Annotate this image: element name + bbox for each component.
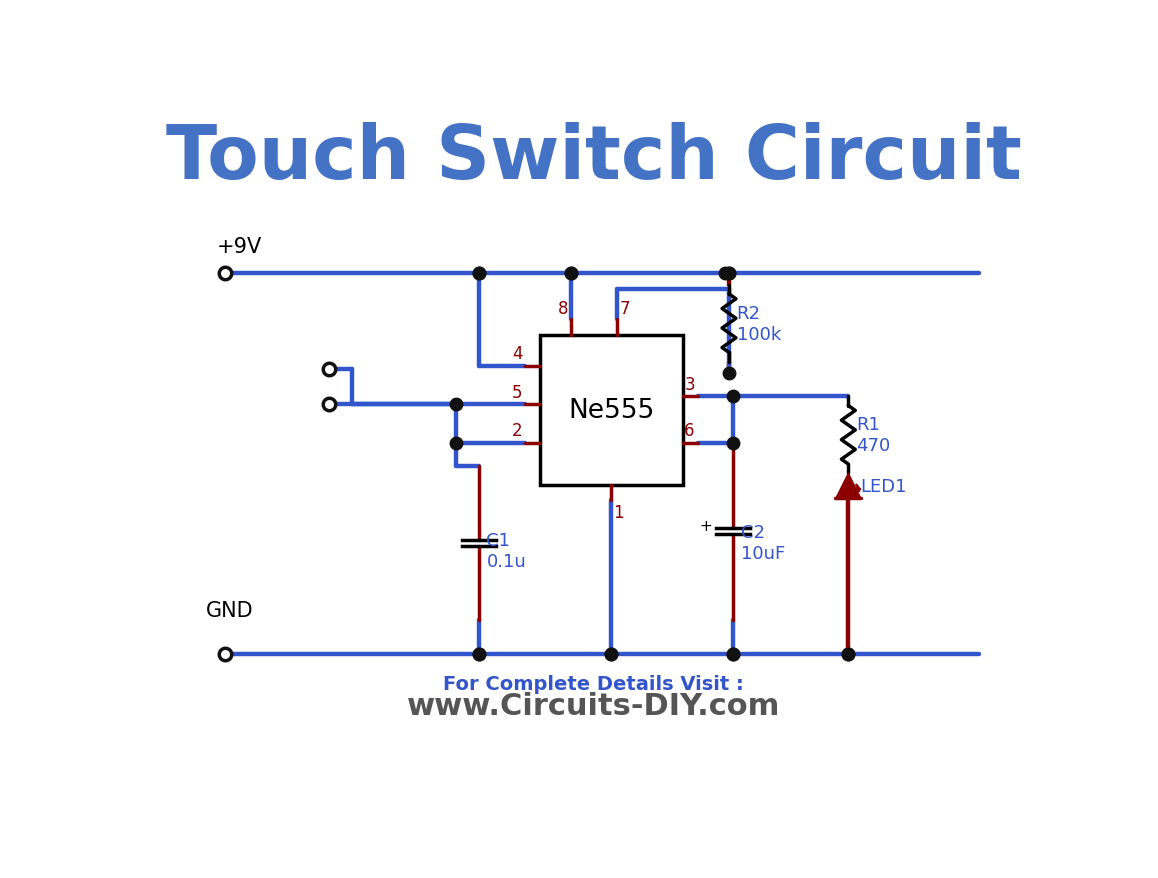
Text: 2: 2 (512, 422, 522, 440)
Text: R1
470: R1 470 (856, 416, 891, 455)
Text: C1
0.1u: C1 0.1u (486, 531, 526, 570)
Polygon shape (836, 474, 860, 499)
Text: 6: 6 (684, 422, 695, 440)
Text: 1: 1 (614, 503, 624, 521)
Text: 4: 4 (512, 345, 522, 363)
Bar (541, 335, 683, 486)
Text: C2
10uF: C2 10uF (741, 523, 785, 563)
Text: For Complete Details Visit :: For Complete Details Visit : (444, 674, 743, 693)
Text: R2
100k: R2 100k (736, 305, 780, 343)
Text: 8: 8 (557, 299, 569, 318)
Text: 7: 7 (620, 299, 630, 318)
Text: +: + (699, 519, 712, 534)
Text: Ne555: Ne555 (569, 398, 654, 423)
Text: Touch Switch Circuit: Touch Switch Circuit (166, 121, 1021, 194)
Text: LED1: LED1 (860, 477, 907, 495)
Text: GND: GND (205, 600, 252, 620)
Text: 3: 3 (684, 376, 695, 393)
Text: +9V: +9V (217, 237, 262, 257)
Text: 5: 5 (512, 384, 522, 401)
Text: www.Circuits-DIY.com: www.Circuits-DIY.com (406, 691, 780, 720)
